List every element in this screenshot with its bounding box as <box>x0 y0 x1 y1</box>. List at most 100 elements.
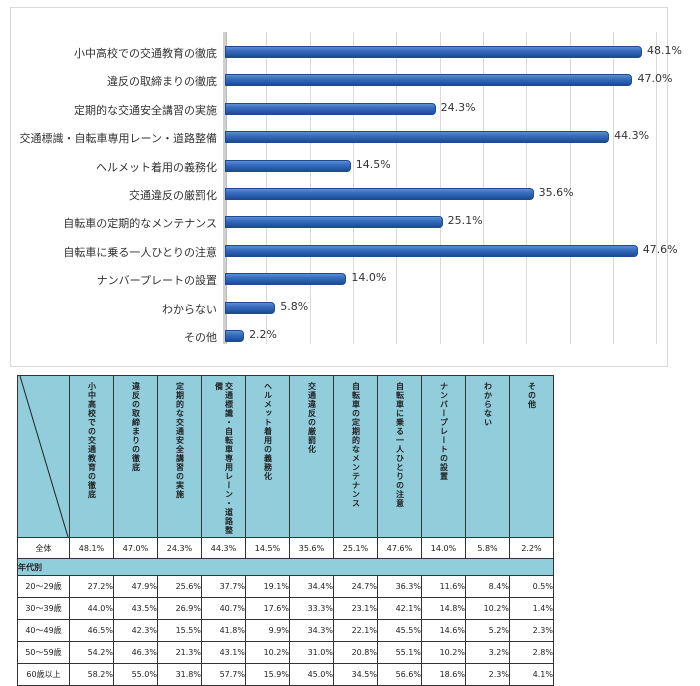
category-label: わからない <box>162 302 217 316</box>
table-cell: 58.2% <box>69 663 114 686</box>
table-cell: 10.2% <box>421 641 466 664</box>
table-cell: 15.9% <box>245 663 290 686</box>
bar-chart: 小中高校での交通教育の徹底 48.1% 違反の取締まりの徹底 47.0% 定期的な交通安… <box>10 7 682 367</box>
table-row-total: 全体 48.1% 47.0% 24.3% 44.3% 14.5% 35.6% 25.1% 47… <box>17 537 554 559</box>
bar <box>225 301 276 314</box>
table-cell: 4.1% <box>509 663 554 686</box>
table-cell: 14.0% <box>421 537 466 559</box>
column-header-label: ヘルメット着用の義務化 <box>263 382 273 481</box>
bar <box>225 188 534 200</box>
row-label: 40～49歳 <box>17 619 70 642</box>
table-cell: 45.0% <box>289 663 334 686</box>
table-cell: 15.5% <box>157 619 202 642</box>
table-group-row: 年代別 <box>17 558 554 576</box>
gridline <box>656 32 657 344</box>
group-label: 年代別 <box>17 558 554 576</box>
chart-row: その他 2.2% <box>11 323 669 351</box>
bar <box>225 46 643 58</box>
table-cell: 3.2% <box>465 641 510 664</box>
value-label: 2.2% <box>249 328 278 341</box>
table-cell: 34.4% <box>289 575 334 598</box>
table-cell: 43.5% <box>113 597 158 620</box>
table-row: 60歳以上 58.2% 55.0% 31.8% 57.7% 15.9% 45.0% 34.5%… <box>17 663 554 686</box>
table-cell: 46.3% <box>113 641 158 664</box>
table-cell: 5.2% <box>465 619 510 642</box>
table-cell: 47.9% <box>113 575 158 598</box>
data-table: 小中高校での交通教育の徹底 違反の取締まりの徹底 定期的な交通安全講習の実施 交通標識… <box>17 375 554 686</box>
column-header-label: 違反の取締まりの徹底 <box>131 382 141 472</box>
table-cell: 8.4% <box>465 575 510 598</box>
category-label: 交通標識・自転車専用レーン・道路整備 <box>19 132 217 146</box>
column-header-label: 自転車に乗る一人ひとりの注意 <box>395 382 405 508</box>
diagonal-line-icon <box>19 376 69 537</box>
column-header: ヘルメット着用の義務化 <box>245 375 290 538</box>
row-label: 20～29歳 <box>17 575 70 598</box>
table-cell: 56.6% <box>377 663 422 686</box>
table-row: 50～59歳 54.2% 46.3% 21.3% 43.1% 10.2% 31.0% 20.8… <box>17 641 554 664</box>
table-cell: 14.5% <box>245 537 290 559</box>
table-cell: 27.2% <box>69 575 114 598</box>
table-cell: 23.1% <box>333 597 378 620</box>
column-header: 定期的な交通安全講習の実施 <box>157 375 202 538</box>
table-cell: 31.0% <box>289 641 334 664</box>
chart-row: 小中高校での交通教育の徹底 48.1% <box>11 39 682 67</box>
row-label: 30～39歳 <box>17 597 70 620</box>
row-label: 50～59歳 <box>17 641 70 664</box>
column-header-label: その他 <box>527 382 537 409</box>
table-cell: 18.6% <box>421 663 466 686</box>
column-header: 小中高校での交通教育の徹底 <box>69 375 114 538</box>
row-label: 60歳以上 <box>17 663 70 686</box>
table-cell: 42.1% <box>377 597 422 620</box>
column-header-label: 交通標識・自転車専用レーン・道路整備 <box>214 382 234 535</box>
chart-row: ナンバープレートの設置 14.0% <box>11 266 669 294</box>
table-cell: 24.3% <box>157 537 202 559</box>
value-label: 14.5% <box>355 157 391 171</box>
table-row: 40～49歳 46.5% 42.3% 15.5% 41.8% 9.9% 34.3% 22.1%… <box>17 619 554 642</box>
chart-row: 交通標識・自転車専用レーン・道路整備 44.3% <box>11 124 669 152</box>
table-cell: 2.8% <box>509 641 554 664</box>
chart-row: 違反の取締まりの徹底 47.0% <box>11 67 672 95</box>
chart-row: 定期的な交通安全講習の実施 24.3% <box>11 96 669 124</box>
table-row: 30～39歳 44.0% 43.5% 26.9% 40.7% 17.6% 33.3% 23.1… <box>17 597 554 620</box>
table-cell: 57.7% <box>201 663 246 686</box>
chart-row: 自転車に乗る一人ひとりの注意 47.6% <box>11 238 677 266</box>
column-header-label: わからない <box>483 382 493 427</box>
table-cell: 25.6% <box>157 575 202 598</box>
table-cell: 44.3% <box>201 537 246 559</box>
category-label: 自転車に乗る一人ひとりの注意 <box>63 245 217 259</box>
bar <box>225 159 351 172</box>
category-label: ナンバープレートの設置 <box>96 274 217 288</box>
category-label: 交通違反の厳罰化 <box>129 189 217 202</box>
table-cell: 10.2% <box>465 597 510 620</box>
table-cell: 54.2% <box>69 641 114 664</box>
column-header: 違反の取締まりの徹底 <box>113 375 158 538</box>
row-label: 全体 <box>17 537 70 559</box>
category-label: 小中高校での交通教育の徹底 <box>74 47 217 60</box>
column-header: その他 <box>509 375 554 538</box>
value-label: 47.6% <box>642 242 678 256</box>
table-cell: 26.9% <box>157 597 202 620</box>
column-header-label: 自転車の定期的なメンテナンス <box>351 382 361 508</box>
column-header: 自転車の定期的なメンテナンス <box>333 375 378 538</box>
table-cell: 2.2% <box>509 537 554 559</box>
table-cell: 48.1% <box>69 537 114 559</box>
table-cell: 42.3% <box>113 619 158 642</box>
table-cell: 55.0% <box>113 663 158 686</box>
table-cell: 34.3% <box>289 619 334 642</box>
table-cell: 43.1% <box>201 641 246 664</box>
table-cell: 47.6% <box>377 537 422 559</box>
table-cell: 24.7% <box>333 575 378 598</box>
chart-row: わからない 5.8% <box>11 295 669 323</box>
table-cell: 44.0% <box>69 597 114 620</box>
bar <box>225 244 638 257</box>
table-cell: 19.1% <box>245 575 290 598</box>
category-label: ヘルメット着用の義務化 <box>96 160 217 174</box>
table-cell: 2.3% <box>509 619 554 642</box>
table-cell: 40.7% <box>201 597 246 620</box>
table-cell: 31.8% <box>157 663 202 686</box>
table-row: 20～29歳 27.2% 47.9% 25.6% 37.7% 19.1% 34.4% 24.7… <box>17 575 554 598</box>
gridline <box>570 32 571 344</box>
chart-row: 自転車の定期的なメンテナンス 25.1% <box>11 209 669 237</box>
column-header-label: ナンバープレートの設置 <box>439 382 449 481</box>
table-cell: 55.1% <box>377 641 422 664</box>
